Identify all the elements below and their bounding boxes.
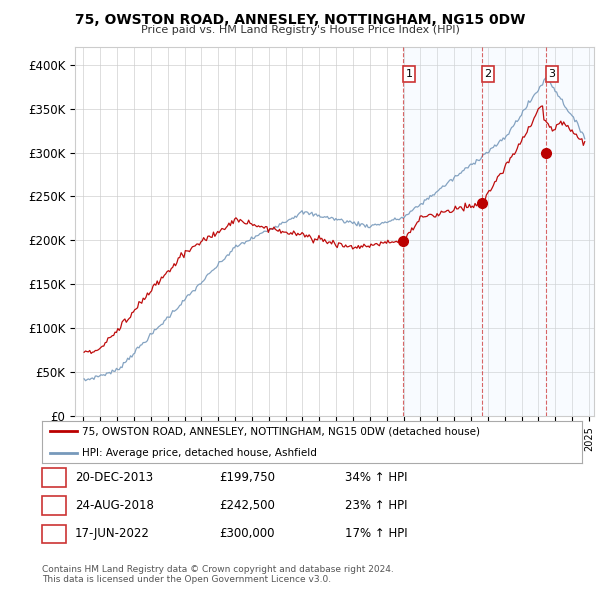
- Text: 3: 3: [50, 527, 58, 540]
- Text: 1: 1: [406, 69, 413, 79]
- Text: Contains HM Land Registry data © Crown copyright and database right 2024.
This d: Contains HM Land Registry data © Crown c…: [42, 565, 394, 584]
- Text: £199,750: £199,750: [219, 471, 275, 484]
- Text: 3: 3: [548, 69, 556, 79]
- Text: 20-DEC-2013: 20-DEC-2013: [75, 471, 153, 484]
- Text: Price paid vs. HM Land Registry's House Price Index (HPI): Price paid vs. HM Land Registry's House …: [140, 25, 460, 35]
- Text: £300,000: £300,000: [219, 527, 275, 540]
- Text: 17% ↑ HPI: 17% ↑ HPI: [345, 527, 407, 540]
- Text: 1: 1: [50, 471, 58, 484]
- Text: 24-AUG-2018: 24-AUG-2018: [75, 499, 154, 512]
- Text: 34% ↑ HPI: 34% ↑ HPI: [345, 471, 407, 484]
- Text: 75, OWSTON ROAD, ANNESLEY, NOTTINGHAM, NG15 0DW (detached house): 75, OWSTON ROAD, ANNESLEY, NOTTINGHAM, N…: [83, 427, 481, 436]
- Text: £242,500: £242,500: [219, 499, 275, 512]
- Text: 75, OWSTON ROAD, ANNESLEY, NOTTINGHAM, NG15 0DW: 75, OWSTON ROAD, ANNESLEY, NOTTINGHAM, N…: [75, 13, 525, 27]
- Text: 17-JUN-2022: 17-JUN-2022: [75, 527, 150, 540]
- Text: HPI: Average price, detached house, Ashfield: HPI: Average price, detached house, Ashf…: [83, 448, 317, 457]
- Text: 2: 2: [484, 69, 491, 79]
- Text: 23% ↑ HPI: 23% ↑ HPI: [345, 499, 407, 512]
- Text: 2: 2: [50, 499, 58, 512]
- Bar: [403, 47, 600, 416]
